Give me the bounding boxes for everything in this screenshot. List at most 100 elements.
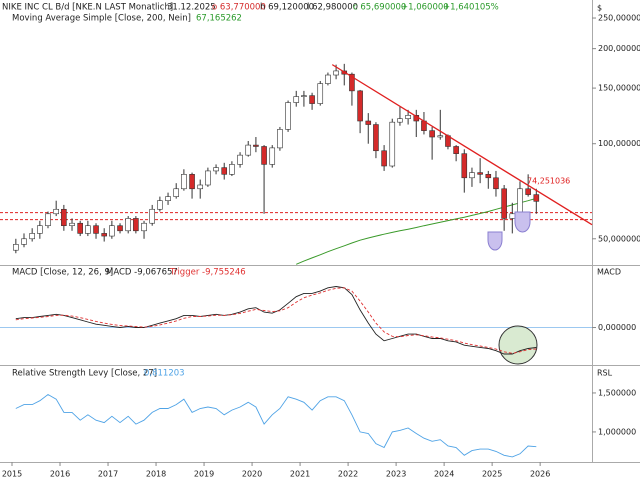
candle-body [205, 170, 211, 186]
trigger-legend: Trigger -9,755246 [169, 268, 246, 278]
candle-body [493, 177, 499, 190]
candle-body [37, 225, 43, 234]
rsl-legend: 0,811203 [144, 369, 185, 379]
candle-body [261, 146, 267, 165]
candle-body [125, 218, 131, 232]
candle-body [269, 147, 276, 165]
candle-body [13, 244, 19, 251]
candle-body [173, 188, 180, 197]
candle-body [253, 144, 259, 147]
series-line [15, 393, 537, 458]
y-tick-label: 250,000000 [598, 14, 640, 23]
x-tick-label: 2021 [290, 470, 310, 479]
x-tick-label: 2026 [530, 470, 550, 479]
chart-title: NIKE INC CL B/d [NKE.N LAST Monatlich] [2, 3, 173, 13]
candle-body [285, 102, 291, 130]
candle-body [181, 174, 187, 190]
candle-body [85, 225, 91, 234]
y-tick-label: 50,000000 [598, 234, 640, 243]
candle-body [101, 233, 107, 237]
candle-body [317, 83, 324, 104]
rsl-title: Relative Strength Levy [Close, 27] [12, 369, 157, 379]
ohlc-high: h 69,120000 [260, 3, 314, 13]
trendline-label: 74,251036 [527, 177, 570, 186]
candle-body [533, 194, 540, 202]
x-tick-label: 2015 [2, 470, 22, 479]
candle-body [189, 174, 195, 190]
candle-body [165, 196, 171, 202]
x-tick-label: 2018 [146, 470, 166, 479]
y-tick-label: 200,000000 [598, 44, 640, 53]
candle-body [277, 129, 283, 149]
ohlc-low: l 62,980000 [307, 3, 358, 13]
x-tick-label: 2022 [338, 470, 358, 479]
candle-body [325, 74, 331, 84]
currency: $ [597, 4, 602, 13]
candle-body [517, 188, 523, 215]
candle-body [77, 222, 83, 234]
change-percent: +1,640105% [443, 3, 499, 13]
x-tick-label: 2016 [50, 470, 70, 479]
candle-body [221, 167, 228, 175]
macd-axis-label: MACD [597, 268, 621, 277]
candle-body [509, 213, 516, 219]
ohlc-close: c 65,690000 [353, 3, 406, 13]
ma-legend: Moving Average Simple [Close, 200, Nein] [12, 14, 191, 24]
candle-body [293, 96, 300, 103]
annotation-shape [487, 231, 503, 251]
candle-body [93, 225, 99, 234]
moving-average [296, 197, 537, 265]
x-tick-label: 2023 [386, 470, 406, 479]
x-tick-label: 2024 [434, 470, 454, 479]
candle-body [29, 233, 35, 240]
candle-body [357, 90, 363, 122]
candle-body [333, 70, 339, 76]
candle-body [149, 208, 156, 224]
candle-body [197, 184, 204, 190]
x-tick-label: 2017 [98, 470, 118, 479]
candle-body [469, 172, 475, 179]
x-tick-label: 2019 [194, 470, 214, 479]
trendline [331, 64, 593, 226]
y-tick-label: 150,000000 [598, 84, 640, 93]
candle-body [213, 167, 219, 172]
x-tick-label: 2025 [482, 470, 502, 479]
candle-body [453, 146, 459, 154]
candle-body [365, 120, 372, 125]
ohlc-open: o 63,770000 [212, 3, 266, 13]
candle-body [405, 115, 411, 120]
candle-body [237, 154, 243, 165]
candle-body [133, 218, 139, 232]
macd-title: MACD [Close, 12, 26, 9] [12, 268, 113, 278]
candle-body [69, 222, 75, 227]
candle-body [45, 213, 51, 227]
candle-body [437, 135, 444, 138]
x-tick-label: 2020 [242, 470, 262, 479]
y-tick-label: 100,000000 [598, 139, 640, 148]
candle-body [485, 174, 492, 179]
candle-body [61, 208, 67, 227]
candle-body [157, 200, 163, 210]
change: +1,060000 [401, 3, 449, 13]
macd-legend: MACD -9,067657 [106, 268, 178, 278]
ma-value: 67,165262 [196, 14, 242, 24]
candle-body [397, 118, 403, 123]
candle-body [245, 144, 252, 156]
annotation-shape [514, 211, 531, 233]
candle-body [109, 225, 115, 237]
candle-body [141, 222, 147, 232]
candle-body [21, 238, 27, 245]
candle-body [349, 73, 355, 92]
candle-body [389, 121, 396, 167]
candle-body [53, 208, 59, 215]
rsl-axis-label: RSL [597, 369, 613, 378]
candle-body [525, 188, 531, 195]
y-tick-label: 1,000000 [598, 427, 636, 436]
annotation-circle [498, 325, 538, 365]
candle-body [461, 153, 468, 179]
candle-body [373, 124, 379, 152]
candle-body [381, 150, 387, 167]
candle-body [301, 95, 307, 97]
